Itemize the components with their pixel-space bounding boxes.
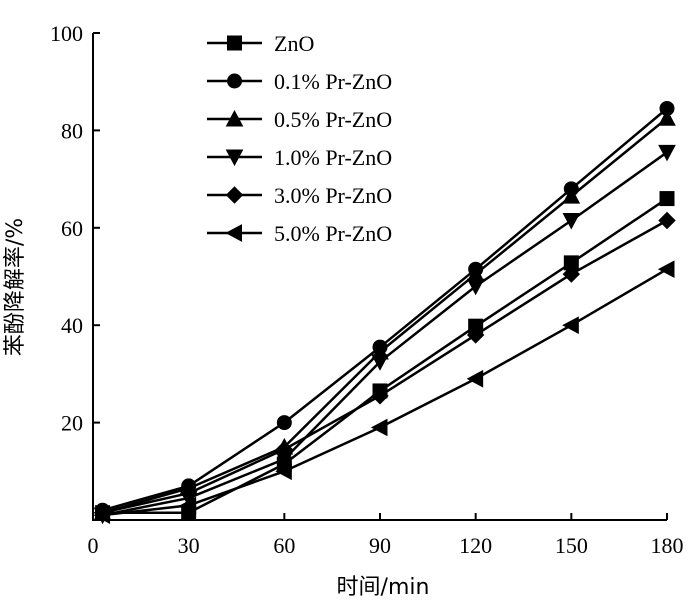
legend-item: 0.5% Pr-ZnO: [207, 107, 392, 132]
legend-marker: [225, 149, 244, 167]
legend-marker: [227, 35, 242, 51]
data-point: [562, 265, 581, 283]
x-tick-label: 60: [273, 533, 295, 558]
legend-item: 1.0% Pr-ZnO: [207, 145, 392, 170]
data-point: [658, 109, 676, 126]
legend-item: 3.0% Pr-ZnO: [207, 183, 392, 208]
legend-marker: [225, 186, 244, 204]
data-point: [658, 144, 676, 162]
data-point: [276, 415, 292, 431]
legend-item: 5.0% Pr-ZnO: [207, 221, 392, 246]
data-point: [179, 496, 197, 515]
y-tick-label: 60: [61, 216, 83, 241]
data-point: [466, 326, 485, 344]
x-tick-label: 30: [178, 533, 200, 558]
data-point: [562, 212, 581, 230]
data-point: [371, 387, 389, 405]
x-tick-label: 0: [88, 533, 99, 558]
legend: ZnO 0.1% Pr-ZnO 0.5% Pr-ZnO 1.0% Pr-ZnO 3.0%…: [207, 31, 392, 246]
legend-label: 0.5% Pr-ZnO: [274, 107, 392, 132]
series-line: [102, 117, 668, 514]
legend-marker: [227, 73, 242, 89]
data-point: [658, 211, 676, 230]
y-tick-label: 100: [50, 21, 83, 46]
x-tick-label: 180: [651, 533, 684, 558]
data-point: [275, 462, 292, 481]
data-point: [466, 369, 484, 388]
y-axis-title: 苯酚降解率/%: [3, 218, 28, 356]
data-point: [659, 191, 675, 207]
legend-label: 1.0% Pr-ZnO: [274, 145, 392, 170]
series-line: [102, 219, 668, 514]
data-point: [93, 506, 111, 524]
legend-item: ZnO: [207, 31, 314, 56]
data-point: [562, 316, 579, 335]
legend-label: 0.1% Pr-ZnO: [274, 69, 392, 94]
legend-item: 0.1% Pr-ZnO: [207, 69, 392, 94]
data-point: [275, 440, 294, 459]
legend-label: ZnO: [274, 31, 314, 56]
y-tick-label: 80: [61, 118, 83, 143]
x-axis-title: 时间/min: [337, 575, 430, 600]
data-point: [657, 260, 675, 279]
series-5: [93, 211, 676, 522]
legend-label: 5.0% Pr-ZnO: [274, 221, 392, 246]
x-tick-label: 150: [555, 533, 588, 558]
axes: 0 30 60 90 120 150 180 20 40 60 80 100: [50, 21, 684, 558]
legend-marker: [225, 109, 244, 127]
data-point: [371, 354, 389, 371]
x-tick-label: 120: [459, 533, 492, 558]
y-tick-label: 20: [61, 411, 83, 436]
data-point: [370, 418, 388, 437]
series-layer: [93, 100, 676, 525]
legend-label: 3.0% Pr-ZnO: [274, 183, 392, 208]
data-point: [562, 187, 581, 204]
series-6: [93, 260, 675, 524]
x-tick-label: 90: [369, 533, 391, 558]
y-tick-label: 40: [61, 313, 83, 338]
legend-marker: [225, 224, 242, 242]
data-point: [466, 278, 485, 296]
